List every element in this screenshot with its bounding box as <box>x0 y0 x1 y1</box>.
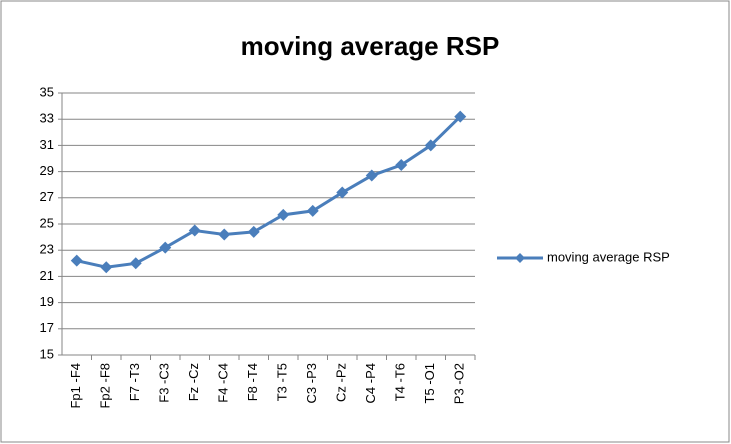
marker <box>424 139 437 152</box>
y-tick-label: 21 <box>40 268 54 283</box>
line <box>76 115 462 269</box>
x-tick-label: C3 -P3 <box>304 363 319 403</box>
marker <box>188 224 201 237</box>
y-tick-label: 31 <box>40 137 54 152</box>
y-tick-label: 29 <box>40 163 54 178</box>
marker <box>247 225 260 238</box>
marker <box>218 228 231 241</box>
legend-marker <box>515 253 525 263</box>
marker <box>365 169 378 182</box>
y-tick-label: 17 <box>40 320 54 335</box>
x-tick-label: Fz -Cz <box>186 363 201 401</box>
x-tick-label: F8 -T4 <box>245 363 260 401</box>
marker <box>70 254 83 267</box>
marker <box>336 186 349 199</box>
x-tick-label: Fp2 -F8 <box>98 363 113 409</box>
x-tick-label: F4 -C4 <box>216 363 231 403</box>
marker <box>159 241 172 254</box>
chart-title: moving average RSP <box>241 31 500 61</box>
y-tick-label: 27 <box>40 189 54 204</box>
marker <box>395 159 408 172</box>
marker <box>277 208 290 221</box>
x-tick-label: T4 -T6 <box>393 363 408 401</box>
y-tick-label: 23 <box>40 242 54 257</box>
x-tick-label: T5 -O1 <box>422 363 437 403</box>
y-tick-label: 15 <box>40 346 54 361</box>
marker <box>100 261 113 274</box>
x-tick-label: F3 -C3 <box>157 363 172 403</box>
x-tick-label: P3 -O2 <box>452 363 467 404</box>
marker <box>454 110 467 123</box>
y-tick-label: 33 <box>40 111 54 126</box>
x-tick-label: Cz -Pz <box>334 363 349 402</box>
x-tick-label: F7 -T3 <box>127 363 142 401</box>
x-tick-label: T3 -T5 <box>275 363 290 401</box>
marker <box>306 204 319 217</box>
y-tick-label: 25 <box>40 215 54 230</box>
y-tick-label: 19 <box>40 294 54 309</box>
x-tick-label: C4 -P4 <box>363 363 378 403</box>
x-tick-label: Fp1 -F4 <box>68 363 83 409</box>
legend-label: moving average RSP <box>547 249 670 264</box>
marker <box>129 257 142 270</box>
y-tick-label: 35 <box>40 84 54 99</box>
